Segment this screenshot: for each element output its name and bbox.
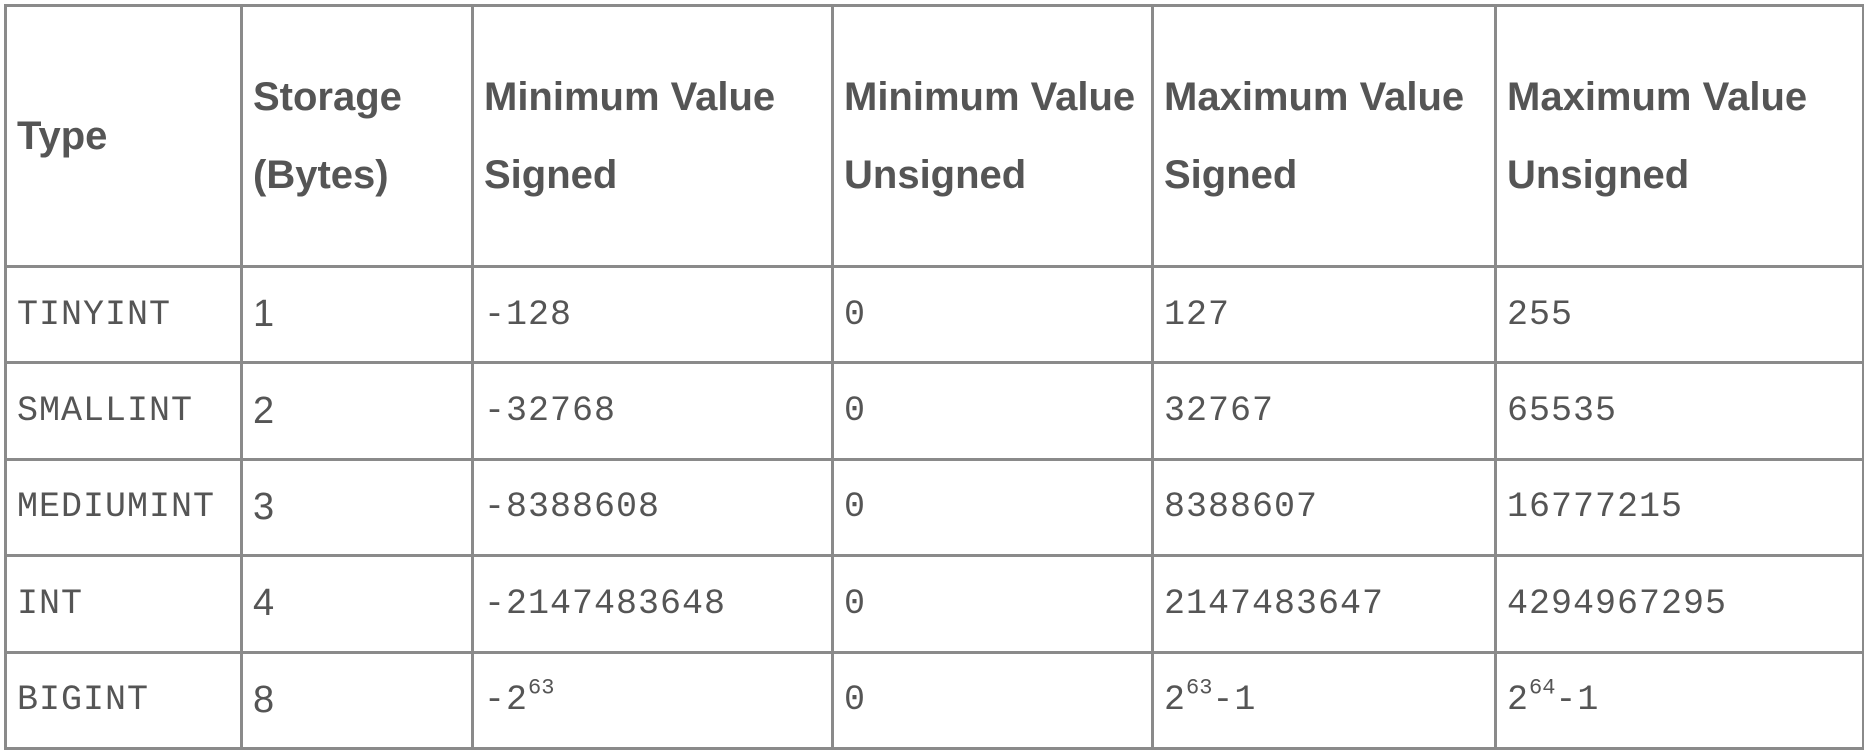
cell-min-unsigned: 0	[831, 650, 1154, 751]
header-maximum-value-signed: Maximum Value Signed	[1151, 4, 1497, 268]
max-signed-exponent: 63	[1186, 675, 1213, 701]
max-signed-base: 2	[1164, 680, 1187, 721]
cell-min-signed: -263	[471, 650, 834, 751]
cell-type: MEDIUMINT	[4, 457, 243, 558]
max-signed-suffix: -1	[1212, 680, 1257, 721]
cell-max-signed: 2147483647	[1151, 554, 1497, 654]
cell-storage: 3	[240, 457, 474, 558]
cell-min-unsigned: 0	[831, 264, 1154, 365]
max-unsigned-base: 2	[1507, 680, 1530, 721]
cell-type: BIGINT	[4, 650, 243, 751]
cell-min-signed: -2147483648	[471, 554, 834, 654]
cell-min-unsigned: 0	[831, 554, 1154, 654]
cell-min-unsigned: 0	[831, 457, 1154, 558]
header-minimum-value-unsigned: Minimum Value Unsigned	[831, 4, 1154, 268]
table-row: INT 4 -2147483648 0 2147483647 429496729…	[4, 554, 1864, 654]
header-minimum-value-signed: Minimum Value Signed	[471, 4, 834, 268]
cell-storage: 2	[240, 361, 474, 461]
cell-max-unsigned: 65535	[1494, 361, 1864, 461]
cell-min-signed: -128	[471, 264, 834, 365]
cell-type: INT	[4, 554, 243, 654]
cell-min-signed: -8388608	[471, 457, 834, 558]
header-storage-bytes: Storage (Bytes)	[240, 4, 474, 268]
min-signed-exponent: 63	[528, 675, 555, 701]
cell-type: TINYINT	[4, 264, 243, 365]
max-unsigned-exponent: 64	[1529, 675, 1556, 701]
cell-storage: 8	[240, 650, 474, 751]
cell-max-unsigned: 264-1	[1494, 650, 1864, 751]
cell-storage: 1	[240, 264, 474, 365]
table-row: TINYINT 1 -128 0 127 255	[4, 264, 1864, 365]
cell-min-unsigned: 0	[831, 361, 1154, 461]
cell-max-unsigned: 4294967295	[1494, 554, 1864, 654]
min-signed-base: -2	[484, 680, 529, 721]
cell-max-signed: 263-1	[1151, 650, 1497, 751]
cell-storage: 4	[240, 554, 474, 654]
header-maximum-value-unsigned: Maximum Value Unsigned	[1494, 4, 1864, 268]
cell-max-signed: 8388607	[1151, 457, 1497, 558]
cell-max-signed: 32767	[1151, 361, 1497, 461]
cell-max-unsigned: 16777215	[1494, 457, 1864, 558]
header-type: Type	[4, 4, 243, 268]
cell-type: SMALLINT	[4, 361, 243, 461]
table-header-row: Type Storage (Bytes) Minimum Value Signe…	[4, 4, 1864, 268]
table-row: BIGINT 8 -263 0 263-1 264-1	[4, 650, 1864, 751]
max-unsigned-suffix: -1	[1555, 680, 1600, 721]
table-row: MEDIUMINT 3 -8388608 0 8388607 16777215	[4, 457, 1864, 558]
integer-types-table: Type Storage (Bytes) Minimum Value Signe…	[4, 4, 1864, 751]
cell-max-signed: 127	[1151, 264, 1497, 365]
cell-max-unsigned: 255	[1494, 264, 1864, 365]
cell-min-signed: -32768	[471, 361, 834, 461]
table-row: SMALLINT 2 -32768 0 32767 65535	[4, 361, 1864, 461]
